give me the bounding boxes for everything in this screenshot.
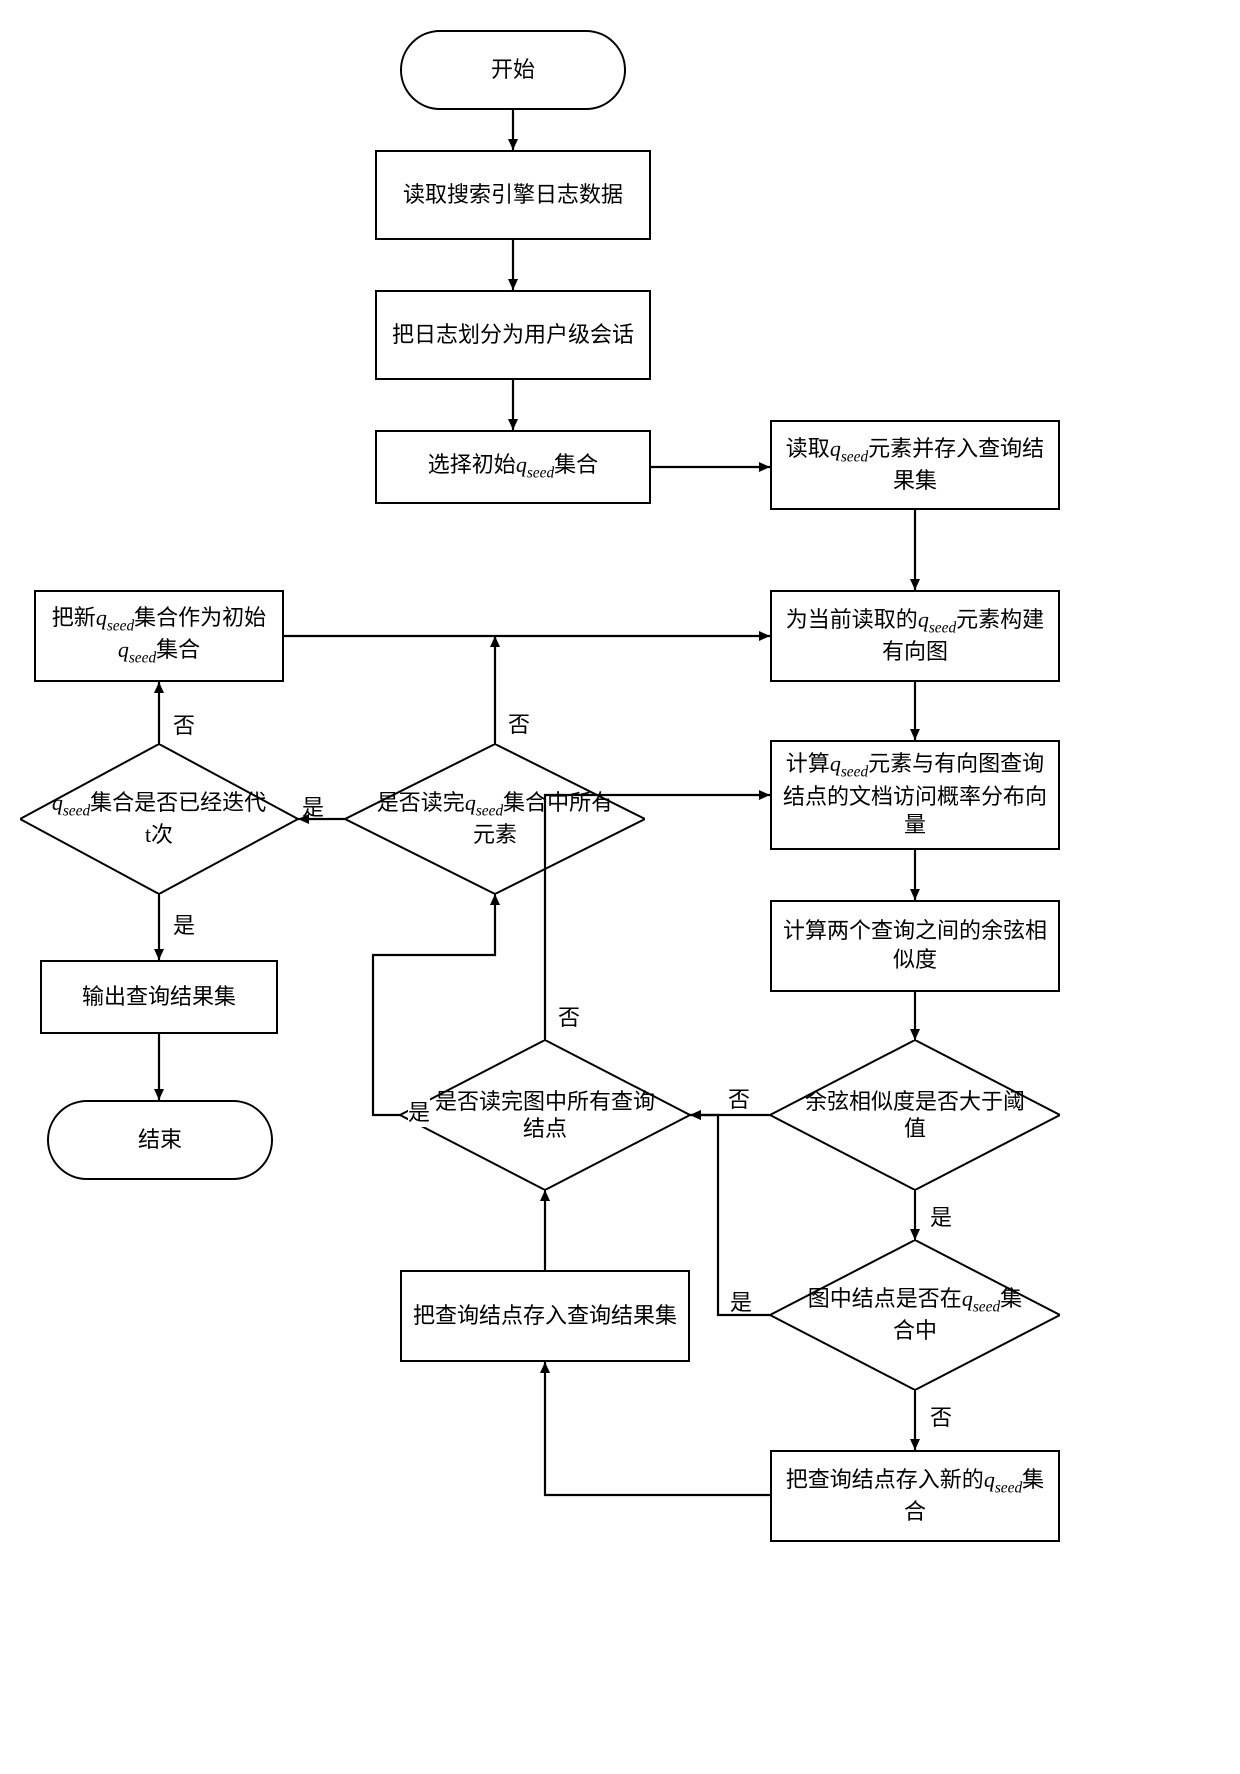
decision-all-graph-nodes-label: 是否读完图中所有查询结点 <box>430 1088 660 1143</box>
process-select-qseed: 选择初始qseed集合 <box>375 430 651 504</box>
decision-all-qseed-elements: 是否读完qseed集合中所有元素 <box>345 744 645 894</box>
start-label: 开始 <box>491 56 535 85</box>
decision-all-qseed-elements-label: 是否读完qseed集合中所有元素 <box>375 789 615 848</box>
edge-label-d1-yes: 是 <box>930 1200 952 1232</box>
decision-node-in-qseed-label: 图中结点是否在qseed集合中 <box>800 1285 1030 1344</box>
edge-label-d5-no: 否 <box>173 708 195 740</box>
edge-label-d2-no: 否 <box>930 1400 952 1432</box>
process-new-qseed-as-init-label: 把新qseed集合作为初始qseed集合 <box>46 604 272 669</box>
process-output-result: 输出查询结果集 <box>40 960 278 1034</box>
process-split-sessions-label: 把日志划分为用户级会话 <box>392 321 634 350</box>
process-store-result: 把查询结点存入查询结果集 <box>400 1270 690 1362</box>
process-read-log: 读取搜索引擎日志数据 <box>375 150 651 240</box>
edge-label-d2-yes: 是 <box>730 1285 752 1317</box>
decision-iterated-t-times: qseed集合是否已经迭代t次 <box>20 744 298 894</box>
process-store-result-label: 把查询结点存入查询结果集 <box>413 1302 677 1331</box>
edge-label-d4-no: 否 <box>508 707 530 739</box>
process-read-qseed-store: 读取qseed元素并存入查询结果集 <box>770 420 1060 510</box>
process-calc-prob-vector: 计算qseed元素与有向图查询结点的文档访问概率分布向量 <box>770 740 1060 850</box>
edge-label-d3-yes: 是 <box>408 1095 430 1127</box>
decision-iterated-t-times-label: qseed集合是否已经迭代t次 <box>50 789 268 848</box>
process-store-new-qseed-label: 把查询结点存入新的qseed集合 <box>782 1466 1048 1527</box>
decision-cosine-threshold-label: 余弦相似度是否大于阈值 <box>800 1088 1030 1143</box>
process-new-qseed-as-init: 把新qseed集合作为初始qseed集合 <box>34 590 284 682</box>
process-split-sessions: 把日志划分为用户级会话 <box>375 290 651 380</box>
decision-cosine-threshold: 余弦相似度是否大于阈值 <box>770 1040 1060 1190</box>
process-calc-cosine: 计算两个查询之间的余弦相似度 <box>770 900 1060 992</box>
process-build-graph: 为当前读取的qseed元素构建有向图 <box>770 590 1060 682</box>
end-label: 结束 <box>138 1126 182 1155</box>
process-calc-prob-vector-label: 计算qseed元素与有向图查询结点的文档访问概率分布向量 <box>782 750 1048 840</box>
process-select-qseed-label: 选择初始qseed集合 <box>428 451 598 483</box>
decision-node-in-qseed: 图中结点是否在qseed集合中 <box>770 1240 1060 1390</box>
process-read-log-label: 读取搜索引擎日志数据 <box>403 181 623 210</box>
decision-all-graph-nodes: 是否读完图中所有查询结点 <box>400 1040 690 1190</box>
process-output-result-label: 输出查询结果集 <box>82 983 236 1012</box>
process-calc-cosine-label: 计算两个查询之间的余弦相似度 <box>782 917 1048 974</box>
start-node: 开始 <box>400 30 626 110</box>
end-node: 结束 <box>47 1100 273 1180</box>
process-store-new-qseed: 把查询结点存入新的qseed集合 <box>770 1450 1060 1542</box>
edge-label-d1-no: 否 <box>728 1082 750 1114</box>
edge-label-d5-yes: 是 <box>173 908 195 940</box>
edge-label-d4-yes: 是 <box>302 790 324 822</box>
process-read-qseed-store-label: 读取qseed元素并存入查询结果集 <box>782 435 1048 496</box>
edge-label-d3-no: 否 <box>558 1000 580 1032</box>
process-build-graph-label: 为当前读取的qseed元素构建有向图 <box>782 606 1048 667</box>
